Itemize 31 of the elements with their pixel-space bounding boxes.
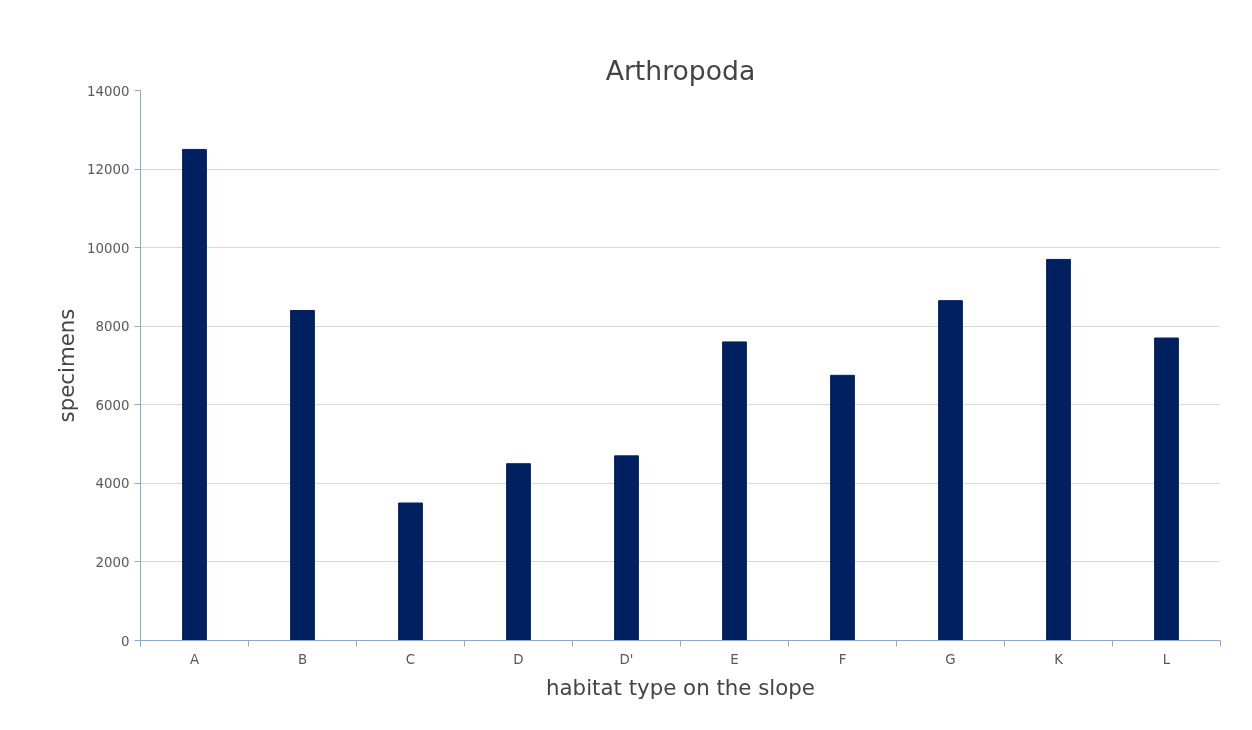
bar bbox=[398, 502, 423, 641]
y-tick-label: 10000 bbox=[87, 240, 130, 256]
x-tick-label: G bbox=[945, 651, 956, 667]
bar bbox=[182, 148, 207, 641]
bar bbox=[506, 463, 531, 641]
x-tick-label: D bbox=[513, 651, 524, 667]
y-tick-label: 0 bbox=[121, 633, 130, 649]
x-axis-title: habitat type on the slope bbox=[546, 674, 815, 700]
bar bbox=[290, 310, 315, 641]
x-tick-label: K bbox=[1054, 651, 1065, 667]
chart-title: Arthropoda bbox=[605, 54, 756, 86]
x-tick-label: C bbox=[405, 651, 416, 667]
y-tick-label: 2000 bbox=[95, 554, 130, 570]
bar bbox=[1154, 337, 1179, 641]
y-tick-label: 6000 bbox=[95, 397, 130, 413]
x-tick-label: B bbox=[297, 651, 308, 667]
x-tick-label: D' bbox=[619, 651, 634, 667]
y-tick-label: 12000 bbox=[87, 162, 130, 178]
x-tick-label: E bbox=[730, 651, 739, 667]
y-tick-label: 4000 bbox=[95, 476, 130, 492]
bar bbox=[1046, 258, 1071, 641]
bar bbox=[830, 374, 855, 641]
y-tick-label: 8000 bbox=[95, 319, 130, 335]
x-tick-label: A bbox=[189, 651, 200, 667]
bar bbox=[614, 455, 639, 641]
y-axis-title: specimens bbox=[54, 308, 80, 423]
bar bbox=[722, 341, 747, 641]
bar bbox=[938, 300, 963, 641]
y-tick-label: 14000 bbox=[87, 83, 130, 99]
x-tick-label: L bbox=[1162, 651, 1171, 667]
x-tick-label: F bbox=[838, 651, 847, 667]
